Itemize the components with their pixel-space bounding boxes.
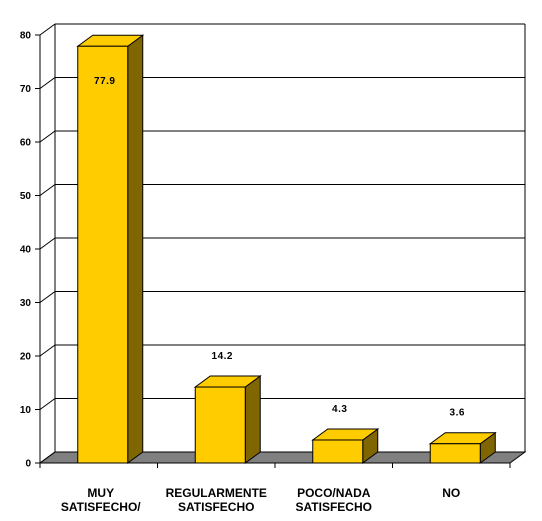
y-tick-label: 30 <box>20 298 32 309</box>
side-gridline-70 <box>39 77 56 89</box>
y-tick-label: 10 <box>20 405 32 416</box>
y-tick-label: 80 <box>20 31 32 42</box>
side-gridline-10 <box>39 398 56 410</box>
side-gridline-80 <box>39 23 56 36</box>
bar-0 <box>76 34 145 464</box>
bar-front-face <box>77 45 129 464</box>
category-label-2-0: POCO/NADA <box>297 486 371 500</box>
y-tick-label: 60 <box>20 138 32 149</box>
category-label-0-1: SATISFECHO/ <box>61 500 141 514</box>
bar-side-face <box>244 375 261 464</box>
y-tick-label: 0 <box>25 459 31 470</box>
side-gridline-40 <box>39 237 56 250</box>
bar-1 <box>193 375 262 464</box>
data-label-2: 4.3 <box>332 404 347 415</box>
y-tick-label: 50 <box>20 191 32 202</box>
category-label-1-1: SATISFECHO <box>178 500 254 514</box>
data-label-3: 3.6 <box>450 408 465 419</box>
side-gridline-50 <box>39 184 56 196</box>
category-label-3-0: NO <box>442 486 460 500</box>
bar-front-face <box>429 443 481 464</box>
data-label-0: 77.9 <box>94 76 115 87</box>
side-gridline-60 <box>39 130 56 143</box>
side-gridline-0 <box>39 451 56 464</box>
side-gridline-30 <box>39 291 56 303</box>
y-tick-label: 70 <box>20 84 32 95</box>
bar-front-face <box>312 439 364 464</box>
bar-side-face <box>127 34 144 464</box>
category-label-1-0: REGULARMENTE <box>166 486 267 500</box>
category-label-2-1: SATISFECHO <box>296 500 372 514</box>
side-gridline-20 <box>39 344 56 357</box>
bar-front-face <box>194 386 246 464</box>
category-label-0-0: MUY <box>87 486 114 500</box>
bar-3 <box>428 431 497 464</box>
y-tick-label: 20 <box>20 352 32 363</box>
data-label-1: 14.2 <box>212 351 233 362</box>
y-tick-label: 40 <box>20 245 32 256</box>
bar-2 <box>311 428 380 464</box>
